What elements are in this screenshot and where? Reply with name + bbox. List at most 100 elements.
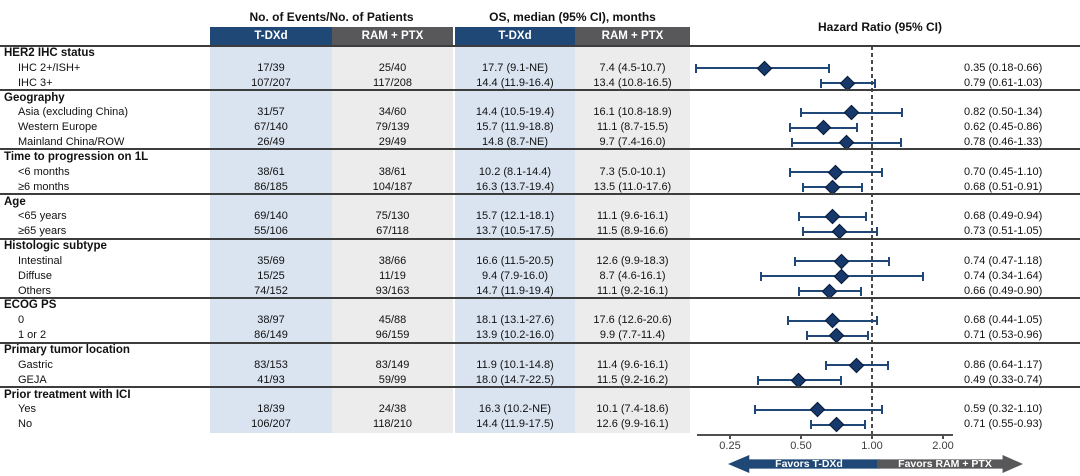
subgroup-label: <65 years xyxy=(18,210,67,223)
table-row: Yes 18/39 24/38 16.3 (10.2-NE) 10.1 (7.4-18.… xyxy=(0,402,1080,418)
ci-cap xyxy=(800,108,802,118)
group-label: Geography xyxy=(4,91,65,104)
os-tdxd-value: 14.7 (11.9-19.4) xyxy=(476,284,554,297)
os-ram-value: 8.7 (4.6-16.1) xyxy=(599,269,666,282)
events-tdxd-value: 17/39 xyxy=(257,61,285,74)
events-ram-value: 25/40 xyxy=(378,61,407,74)
diamond-marker xyxy=(824,312,841,329)
diamond-marker xyxy=(756,60,773,77)
subgroup-label: Others xyxy=(18,284,52,297)
ci-cap xyxy=(863,420,866,430)
events-ram-value: 11/19 xyxy=(379,269,406,282)
events-tdxd-value: 38/97 xyxy=(257,314,285,327)
hazard-ratio-value: 0.70 (0.45-1.10) xyxy=(964,165,1043,178)
group-row: HER2 IHC status xyxy=(0,46,1080,61)
hazard-ratio-value: 0.68 (0.49-0.94) xyxy=(964,210,1043,223)
os-columns-title: OS, median (95% CI), months xyxy=(489,10,656,24)
hazard-ratio-value: 0.73 (0.51-1.05) xyxy=(964,225,1043,238)
ci-cap xyxy=(875,227,878,237)
os-tdxd-value: 15.7 (12.1-18.1) xyxy=(475,210,555,223)
table-row: 1 or 2 86/149 96/159 13.9 (10.2-16.0) 9.9 (7… xyxy=(0,327,1080,344)
os-tdxd-value: 18.1 (13.1-27.6) xyxy=(475,314,555,327)
events-tdxd-value: 55/106 xyxy=(254,225,288,238)
os-tdxd-value: 14.4 (11.9-16.4) xyxy=(476,76,554,89)
ci-cap xyxy=(809,420,812,430)
events-ram-value: 75/130 xyxy=(375,210,410,223)
table-row: Others 74/152 93/163 14.7 (11.9-19.4) 11.1 (… xyxy=(0,283,1080,299)
favors-tdxd-arrow: Favors T-DXd xyxy=(728,455,880,473)
ci-cap xyxy=(789,123,792,133)
favors-ram-arrow: Favors RAM + PTX xyxy=(877,455,1023,473)
ci-cap xyxy=(754,405,757,415)
subgroup-label: Western Europe xyxy=(18,121,98,134)
group-separator-line xyxy=(0,341,1080,344)
events-ram-value: 29/49 xyxy=(378,136,407,149)
ci-cap xyxy=(793,256,796,266)
events-ram-value: 96/159 xyxy=(375,329,410,342)
os-ram-value: 11.1 (9.6-16.1) xyxy=(596,210,669,223)
group-label: Histologic subtype xyxy=(4,240,107,253)
os-ram-value: 13.4 (10.8-16.5) xyxy=(593,76,672,89)
events-tdxd-value: 74/152 xyxy=(254,284,288,297)
subgroup-label: 1 or 2 xyxy=(18,329,47,342)
hazard-ratio-value: 0.82 (0.50-1.34) xyxy=(964,106,1043,119)
ci-cap xyxy=(820,78,823,88)
events-tdxd-value: 86/149 xyxy=(254,329,288,342)
ci-cap xyxy=(900,108,903,118)
ci-cap xyxy=(880,405,883,415)
events-ram-value: 45/88 xyxy=(378,314,407,327)
events-tdxd-value: 83/153 xyxy=(254,358,288,371)
hazard-ratio-value: 0.62 (0.45-0.86) xyxy=(964,121,1043,134)
hazard-ratio-axis xyxy=(697,434,953,437)
ci-cap xyxy=(760,271,763,281)
os-tdxd-value: 17.7 (9.1-NE) xyxy=(481,61,549,74)
ci-cap xyxy=(921,271,924,281)
events-tdxd-value: 15/25 xyxy=(257,269,285,282)
ci-cap xyxy=(828,63,831,73)
axis-tick xyxy=(871,434,873,440)
os-tdxd-value: 15.7 (11.9-18.8) xyxy=(476,121,554,134)
os-tdxd-value: 18.0 (14.7-22.5) xyxy=(475,373,555,386)
ci-cap xyxy=(805,331,808,341)
group-label: Primary tumor location xyxy=(4,344,130,356)
os-tdxd-value: 14.4 (10.5-19.4) xyxy=(475,106,555,119)
events-columns-title: No. of Events/No. of Patients xyxy=(249,10,414,24)
group-separator-line xyxy=(0,193,1080,195)
events-tdxd-value: 26/49 xyxy=(257,136,285,149)
events-tdxd-value: 31/57 xyxy=(257,106,285,119)
events-tdxd-value: 18/39 xyxy=(257,403,285,416)
hazard-ratio-value: 0.78 (0.46-1.33) xyxy=(964,136,1043,149)
os-ram-value: 12.6 (9.9-16.1) xyxy=(596,418,669,431)
os-tdxd-value: 14.8 (8.7-NE) xyxy=(481,136,549,149)
diamond-marker xyxy=(848,357,865,374)
header-cell-os-ram: RAM + PTX xyxy=(575,27,690,45)
table-row: ≥65 years 55/106 67/118 13.7 (10.5-17.5) 11.… xyxy=(0,223,1080,240)
events-ram-value: 59/99 xyxy=(378,373,407,386)
os-ram-value: 17.6 (12.6-20.6) xyxy=(593,314,672,327)
os-ram-value: 9.9 (7.7-11.4) xyxy=(599,329,666,342)
diamond-marker xyxy=(824,208,841,225)
header-cell-events-tdxd: T-DXd xyxy=(210,27,332,45)
hazard-ratio-value: 0.66 (0.49-0.90) xyxy=(964,284,1043,297)
hazard-ratio-value: 0.35 (0.18-0.66) xyxy=(964,61,1043,74)
subgroup-label: ≥6 months xyxy=(18,180,70,193)
events-tdxd-value: 35/69 xyxy=(257,254,285,267)
os-ram-value: 12.6 (9.9-18.3) xyxy=(596,254,669,267)
events-ram-value: 83/149 xyxy=(375,358,410,371)
ci-cap xyxy=(802,227,805,237)
subgroup-label: Gastric xyxy=(18,358,53,371)
group-row: Geography xyxy=(0,91,1080,106)
table-row: Diffuse 15/25 11/19 9.4 (7.9-16.0) 8.7 (4.6-… xyxy=(0,268,1080,284)
group-label: Time to progression on 1L xyxy=(4,150,149,163)
axis-tick xyxy=(729,434,731,440)
ci-cap xyxy=(866,331,869,341)
table-row: Mainland China/ROW 26/49 29/49 14.8 (8.7-NE… xyxy=(0,134,1080,151)
ci-cap xyxy=(797,286,800,296)
events-tdxd-value: 41/93 xyxy=(257,373,285,386)
ci-cap xyxy=(797,212,800,222)
events-ram-value: 67/118 xyxy=(376,225,409,238)
ci-cap xyxy=(861,182,864,192)
header-cell-events-ram: RAM + PTX xyxy=(332,27,453,45)
subgroup-label: 0 xyxy=(18,314,25,327)
